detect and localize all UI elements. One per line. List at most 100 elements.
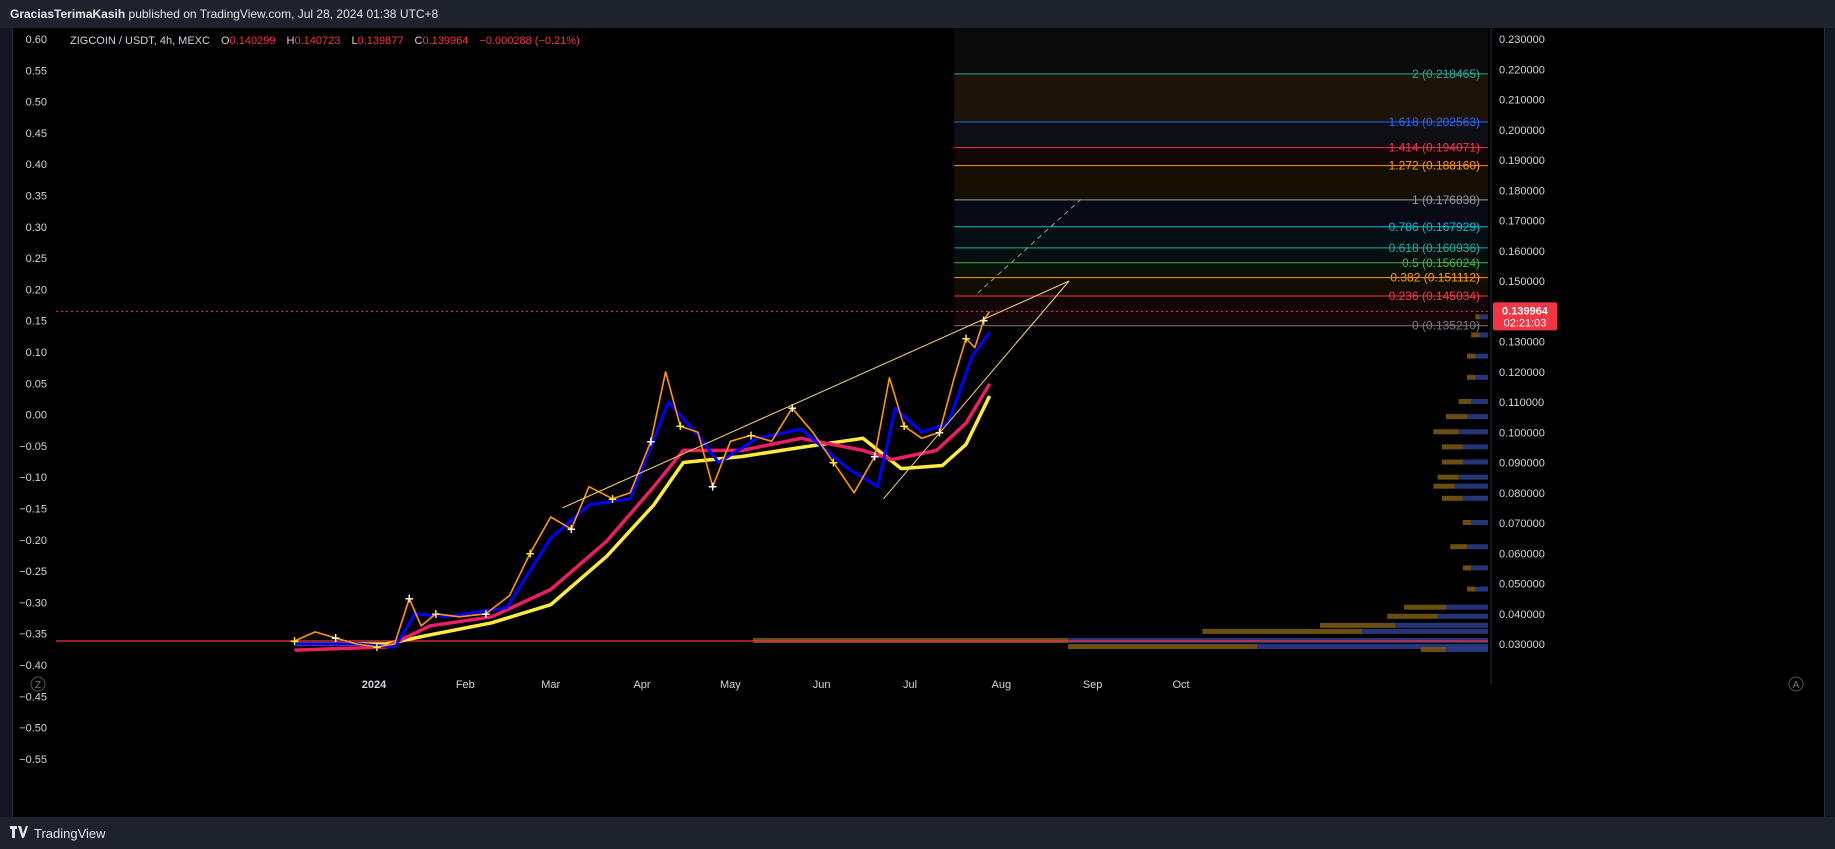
left-axis-tick: 0.45 bbox=[26, 128, 47, 140]
left-axis-tick: −0.55 bbox=[19, 754, 47, 766]
volume-profile-bar bbox=[1437, 613, 1488, 619]
x-axis-label: Jun bbox=[813, 679, 831, 691]
price-chart[interactable]: 2 (0.218465) 1.618 (0.202563) 1.414 (0.194… bbox=[13, 28, 1824, 817]
symbol-title[interactable]: ZIGCOIN / USDT, 4h, MEXC bbox=[70, 35, 210, 47]
x-axis-label: Apr bbox=[633, 679, 650, 691]
left-axis-tick: 0.20 bbox=[26, 284, 47, 296]
footer-brand[interactable]: TradingView bbox=[34, 825, 106, 841]
volume-profile-bar bbox=[1441, 495, 1463, 501]
volume-profile-bar bbox=[1387, 613, 1438, 619]
right-corner-button-label: A bbox=[1793, 680, 1800, 691]
left-axis-tick: 0.60 bbox=[26, 34, 47, 46]
left-axis-tick: −0.40 bbox=[19, 660, 47, 672]
volume-profile-bar bbox=[1441, 444, 1463, 450]
right-axis-tick: 0.200000 bbox=[1499, 125, 1545, 137]
right-axis-tick: 0.090000 bbox=[1499, 458, 1545, 470]
left-axis-tick: 0.10 bbox=[26, 347, 47, 359]
open-value: 0.140299 bbox=[229, 35, 276, 47]
volume-profile-bar bbox=[1446, 647, 1488, 653]
fib-zone bbox=[954, 199, 1488, 227]
trendline-lower-trend bbox=[883, 280, 1070, 500]
ma-line-slow bbox=[294, 395, 992, 646]
signal-marker: + bbox=[787, 401, 797, 415]
left-axis-tick: −0.35 bbox=[19, 629, 47, 641]
signal-marker: + bbox=[899, 419, 909, 433]
left-axis-tick: −0.30 bbox=[19, 597, 47, 609]
volume-profile-bar bbox=[1454, 483, 1488, 489]
x-axis-label: Feb bbox=[456, 679, 475, 691]
x-axis-label: Sep bbox=[1083, 679, 1103, 691]
footer-bar: TradingView bbox=[0, 817, 1835, 849]
volume-profile-bar bbox=[1446, 604, 1488, 610]
fib-zone bbox=[954, 73, 1488, 122]
right-axis-tick: 0.080000 bbox=[1499, 488, 1545, 500]
right-axis-tick: 0.040000 bbox=[1499, 609, 1545, 621]
x-axis-label: Aug bbox=[992, 679, 1012, 691]
fib-zone bbox=[954, 147, 1488, 166]
volume-profile-bar bbox=[1475, 353, 1488, 359]
low-label: L bbox=[351, 35, 358, 47]
volume-profile-bar bbox=[1395, 622, 1488, 628]
volume-profile-bar bbox=[1441, 459, 1463, 465]
fib-level-label: 0.618 (0.160936) bbox=[1389, 241, 1480, 255]
x-axis-label: May bbox=[720, 679, 741, 691]
x-axis-label: Mar bbox=[541, 679, 560, 691]
right-axis-tick: 0.220000 bbox=[1499, 64, 1545, 76]
chart-frame[interactable]: 2 (0.218465) 1.618 (0.202563) 1.414 (0.194… bbox=[12, 28, 1825, 817]
left-axis-tick: 0.25 bbox=[26, 253, 47, 265]
volume-profile-bar bbox=[1479, 314, 1488, 320]
volume-profile-bar bbox=[1462, 444, 1488, 450]
x-axis-label: 2024 bbox=[362, 679, 387, 691]
right-axis-tick: 0.210000 bbox=[1499, 95, 1545, 107]
left-axis-tick: −0.10 bbox=[19, 472, 47, 484]
signal-marker: + bbox=[431, 607, 441, 621]
fib-level-label: 2 (0.218465) bbox=[1412, 67, 1480, 81]
fib-level-label: 1.414 (0.194071) bbox=[1389, 141, 1480, 155]
ma-line-fast bbox=[294, 331, 991, 649]
right-axis-tick: 0.170000 bbox=[1499, 216, 1545, 228]
left-axis-tick: −0.20 bbox=[19, 535, 47, 547]
left-axis-tick: −0.25 bbox=[19, 566, 47, 578]
x-axis-label: Jul bbox=[903, 679, 917, 691]
tradingview-logo-icon[interactable] bbox=[10, 825, 28, 841]
right-axis-tick: 0.130000 bbox=[1499, 337, 1545, 349]
change-value: −0.000288 (−0.21%) bbox=[479, 35, 580, 47]
fib-level-label: 0 (0.135210) bbox=[1412, 319, 1480, 333]
left-axis-tick: −0.05 bbox=[19, 441, 47, 453]
left-corner-button bbox=[30, 676, 46, 692]
volume-profile-bar bbox=[1479, 332, 1488, 338]
signal-marker: + bbox=[566, 522, 576, 536]
signal-marker: + bbox=[646, 434, 656, 448]
volume-profile-bar bbox=[1446, 414, 1467, 420]
signal-marker: + bbox=[608, 492, 618, 506]
open-label: O bbox=[221, 35, 230, 47]
volume-profile-bar bbox=[1458, 429, 1488, 435]
left-corner-button-label: Z bbox=[35, 680, 41, 691]
left-axis-tick: −0.15 bbox=[19, 504, 47, 516]
close-label: C bbox=[414, 35, 423, 47]
fib-level-label: 1.272 (0.188160) bbox=[1389, 159, 1480, 173]
volume-profile-bar bbox=[1475, 374, 1488, 380]
left-axis-tick: 0.35 bbox=[26, 191, 47, 203]
volume-profile-bar bbox=[1362, 628, 1488, 634]
volume-profile-bar bbox=[1202, 628, 1362, 634]
close-value: 0.139964 bbox=[422, 35, 469, 47]
volume-profile-bar bbox=[1471, 520, 1488, 525]
volume-profile-bar bbox=[1404, 604, 1446, 610]
volume-profile-bar bbox=[1471, 565, 1488, 571]
signal-marker: + bbox=[372, 640, 382, 654]
right-axis-tick: 0.070000 bbox=[1499, 518, 1545, 530]
right-axis-tick: 0.160000 bbox=[1499, 246, 1545, 258]
fib-level-label: 1.618 (0.202563) bbox=[1389, 115, 1480, 129]
volume-profile-bar bbox=[1475, 586, 1488, 592]
volume-profile-bar bbox=[1433, 483, 1455, 489]
left-axis-tick: −0.45 bbox=[19, 691, 47, 703]
signal-marker: + bbox=[870, 449, 880, 463]
signal-marker: + bbox=[331, 631, 341, 645]
volume-profile-bar bbox=[1450, 544, 1467, 550]
left-axis-tick: 0.55 bbox=[26, 65, 47, 77]
volume-profile-bar bbox=[1320, 622, 1396, 628]
volume-profile-bar bbox=[1420, 647, 1446, 653]
volume-profile-bar bbox=[1257, 644, 1488, 650]
publisher-name[interactable]: GraciasTerimaKasih bbox=[10, 7, 126, 21]
